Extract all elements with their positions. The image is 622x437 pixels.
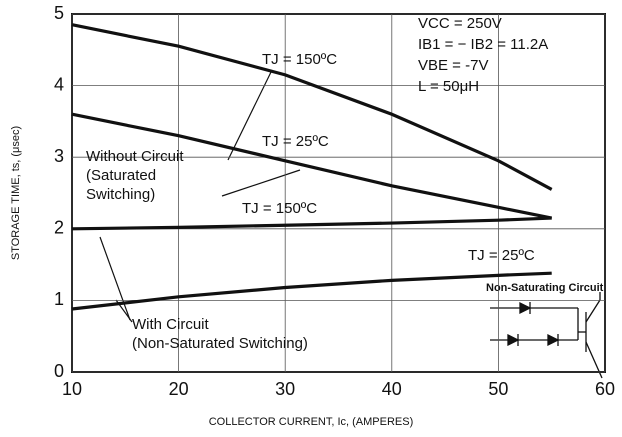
y-tick-label: 5 — [54, 3, 64, 23]
series-line — [71, 216, 552, 231]
y-tick-label: 4 — [54, 74, 64, 94]
annotation: Switching) — [86, 186, 155, 203]
schematic-icon — [490, 292, 603, 379]
series-line — [71, 23, 553, 191]
annotation: With Circuit — [132, 316, 210, 333]
x-tick-label: 30 — [275, 379, 295, 399]
condition: L = 50μH — [418, 78, 479, 95]
annotation: (Non-Saturated Switching) — [132, 335, 308, 352]
condition: VBE = -7V — [418, 57, 488, 74]
series-label: TJ = 25ºC — [468, 247, 535, 264]
series-label: TJ = 150ºC — [242, 200, 317, 217]
y-tick-label: 0 — [54, 361, 64, 381]
y-tick-label: 1 — [54, 289, 64, 309]
x-tick-label: 40 — [382, 379, 402, 399]
y-tick-label: 2 — [54, 218, 64, 238]
condition: IB1 = − IB2 = 11.2A — [418, 36, 548, 53]
x-tick-label: 10 — [62, 379, 82, 399]
series-line — [71, 271, 552, 311]
y-tick-label: 3 — [54, 146, 64, 166]
condition: VCC = 250V — [418, 15, 502, 32]
series-label: TJ = 25ºC — [262, 133, 329, 150]
series-line — [71, 112, 553, 220]
x-tick-label: 60 — [595, 379, 615, 399]
x-tick-label: 20 — [169, 379, 189, 399]
y-axis-label: STORAGE TIME, ts, (μsec) — [10, 126, 22, 260]
annotation: Without Circuit — [86, 148, 184, 165]
schematic-label: Non-Saturating Circuit — [486, 282, 604, 294]
annotation: (Saturated — [86, 167, 156, 184]
x-axis-label: COLLECTOR CURRENT, Ic, (AMPERES) — [209, 416, 414, 428]
series-label: TJ = 150ºC — [262, 51, 337, 68]
x-tick-label: 50 — [488, 379, 508, 399]
